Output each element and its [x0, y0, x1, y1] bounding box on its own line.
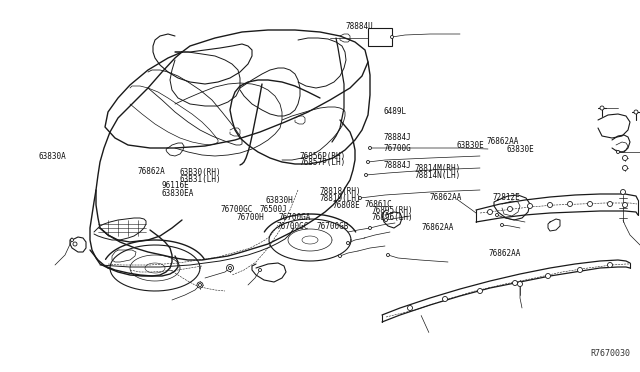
- Circle shape: [346, 241, 349, 244]
- Circle shape: [495, 214, 499, 217]
- Circle shape: [607, 263, 612, 267]
- Circle shape: [600, 106, 604, 110]
- Text: 78818(RH): 78818(RH): [320, 187, 362, 196]
- Text: 78814N(LH): 78814N(LH): [415, 171, 461, 180]
- Circle shape: [70, 238, 74, 241]
- Text: 63830E: 63830E: [507, 145, 534, 154]
- Text: 78814M(RH): 78814M(RH): [415, 164, 461, 173]
- Circle shape: [358, 196, 362, 199]
- Circle shape: [259, 269, 262, 272]
- Text: 76700GA: 76700GA: [278, 213, 311, 222]
- Circle shape: [198, 283, 202, 286]
- Text: 76896(LH): 76896(LH): [371, 213, 413, 222]
- Text: 63B31(LH): 63B31(LH): [179, 175, 221, 184]
- Circle shape: [228, 266, 232, 269]
- Text: 78819(LH): 78819(LH): [320, 194, 362, 203]
- Text: 63B30E: 63B30E: [457, 141, 484, 150]
- Circle shape: [227, 264, 234, 272]
- Circle shape: [500, 224, 504, 227]
- Circle shape: [365, 173, 367, 176]
- Text: 63830H: 63830H: [266, 196, 293, 205]
- Text: 76700G: 76700G: [384, 144, 412, 153]
- Text: 76700GC: 76700GC: [276, 222, 309, 231]
- Circle shape: [621, 189, 625, 195]
- Circle shape: [527, 203, 532, 208]
- Circle shape: [568, 202, 573, 206]
- Circle shape: [73, 242, 77, 246]
- Text: 76862A: 76862A: [138, 167, 165, 176]
- Text: 78884J: 78884J: [384, 133, 412, 142]
- Text: 76700GB: 76700GB: [316, 222, 349, 231]
- Circle shape: [577, 267, 582, 273]
- Circle shape: [488, 209, 493, 215]
- Circle shape: [477, 289, 483, 294]
- Circle shape: [367, 160, 369, 164]
- Text: 78884J: 78884J: [384, 161, 412, 170]
- Circle shape: [339, 254, 342, 257]
- Text: 76862AA: 76862AA: [429, 193, 462, 202]
- Text: 76862AA: 76862AA: [421, 223, 454, 232]
- Text: 76856P(RH): 76856P(RH): [300, 152, 346, 161]
- Circle shape: [513, 280, 518, 285]
- Text: 76500J: 76500J: [259, 205, 287, 214]
- Text: 63830A: 63830A: [38, 152, 66, 161]
- Text: 76862AA: 76862AA: [489, 249, 522, 258]
- Circle shape: [607, 202, 612, 206]
- Circle shape: [634, 110, 638, 114]
- Text: 72812E: 72812E: [493, 193, 520, 202]
- Circle shape: [442, 296, 447, 301]
- Text: 76700H: 76700H: [237, 213, 264, 222]
- Circle shape: [385, 218, 387, 221]
- Circle shape: [390, 35, 394, 38]
- Circle shape: [547, 202, 552, 208]
- Text: 76700GC: 76700GC: [221, 205, 253, 214]
- Text: 76808E: 76808E: [333, 201, 360, 210]
- Text: 76861C: 76861C: [365, 200, 392, 209]
- Circle shape: [197, 282, 203, 288]
- Circle shape: [623, 166, 627, 170]
- Text: 76857P(LH): 76857P(LH): [300, 158, 346, 167]
- Circle shape: [508, 206, 513, 212]
- Text: 78884U: 78884U: [346, 22, 373, 31]
- Circle shape: [518, 282, 522, 286]
- Text: 63B30(RH): 63B30(RH): [179, 168, 221, 177]
- Text: R7670030: R7670030: [590, 349, 630, 358]
- Circle shape: [616, 151, 620, 154]
- Circle shape: [623, 202, 627, 208]
- Circle shape: [623, 155, 627, 160]
- Text: 6489L: 6489L: [384, 107, 407, 116]
- Text: 96116E: 96116E: [161, 182, 189, 190]
- Circle shape: [369, 147, 371, 150]
- Circle shape: [408, 305, 413, 311]
- Bar: [368, 28, 392, 46]
- Text: 76895(RH): 76895(RH): [371, 206, 413, 215]
- Circle shape: [588, 202, 593, 206]
- Circle shape: [545, 273, 550, 279]
- Circle shape: [387, 253, 390, 257]
- Circle shape: [369, 227, 371, 230]
- Text: 63830EA: 63830EA: [161, 189, 194, 198]
- Text: 76862AA: 76862AA: [486, 137, 519, 146]
